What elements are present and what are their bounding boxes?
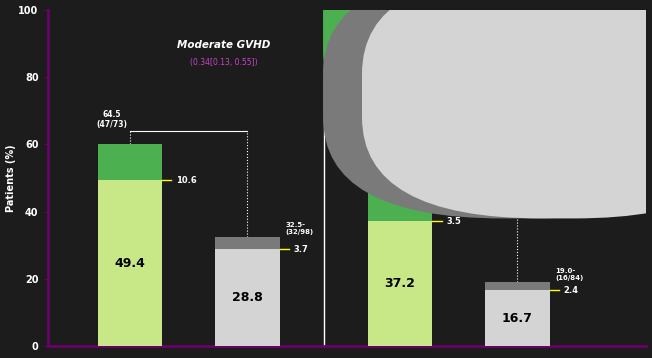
FancyBboxPatch shape xyxy=(362,0,652,218)
Text: 3.7: 3.7 xyxy=(293,245,308,254)
Text: 28.8: 28.8 xyxy=(232,291,263,304)
Bar xyxy=(215,237,280,250)
Bar xyxy=(485,282,550,290)
Y-axis label: Patients (%): Patients (%) xyxy=(6,144,16,212)
Bar xyxy=(215,250,280,347)
FancyBboxPatch shape xyxy=(323,0,652,218)
FancyBboxPatch shape xyxy=(362,0,652,151)
Text: 19.0-
(16/84): 19.0- (16/84) xyxy=(556,268,584,281)
Text: 49.4: 49.4 xyxy=(114,257,145,270)
Text: Complete
Response: Complete Response xyxy=(580,21,614,35)
Text: 2.4: 2.4 xyxy=(564,286,579,295)
Text: CR: CR xyxy=(485,24,497,33)
Text: 40.7
(35/86): 40.7 (35/86) xyxy=(367,151,398,171)
Text: (0.22[0.10, 0.34]): (0.22[0.10, 0.34]) xyxy=(443,108,510,117)
Text: 32.5-
(32/98): 32.5- (32/98) xyxy=(286,222,314,235)
Text: Moderate GVHD: Moderate GVHD xyxy=(177,40,271,50)
Text: Severe GVHD: Severe GVHD xyxy=(437,91,515,101)
Text: 16.7: 16.7 xyxy=(502,312,533,325)
Text: 64.5
(47/73): 64.5 (47/73) xyxy=(96,110,128,129)
Bar xyxy=(98,144,162,180)
Text: Best
PBT: Best PBT xyxy=(580,89,596,102)
Text: (0.34[0.13, 0.55]): (0.34[0.13, 0.55]) xyxy=(190,58,258,67)
Text: 10.6: 10.6 xyxy=(176,175,197,184)
Bar xyxy=(368,221,432,347)
Bar xyxy=(98,180,162,347)
Bar xyxy=(485,290,550,347)
Text: 3.5: 3.5 xyxy=(446,217,461,226)
FancyBboxPatch shape xyxy=(323,0,652,151)
Bar xyxy=(368,186,432,221)
Text: 37.2: 37.2 xyxy=(385,277,415,290)
Text: PBT: PBT xyxy=(480,91,497,100)
